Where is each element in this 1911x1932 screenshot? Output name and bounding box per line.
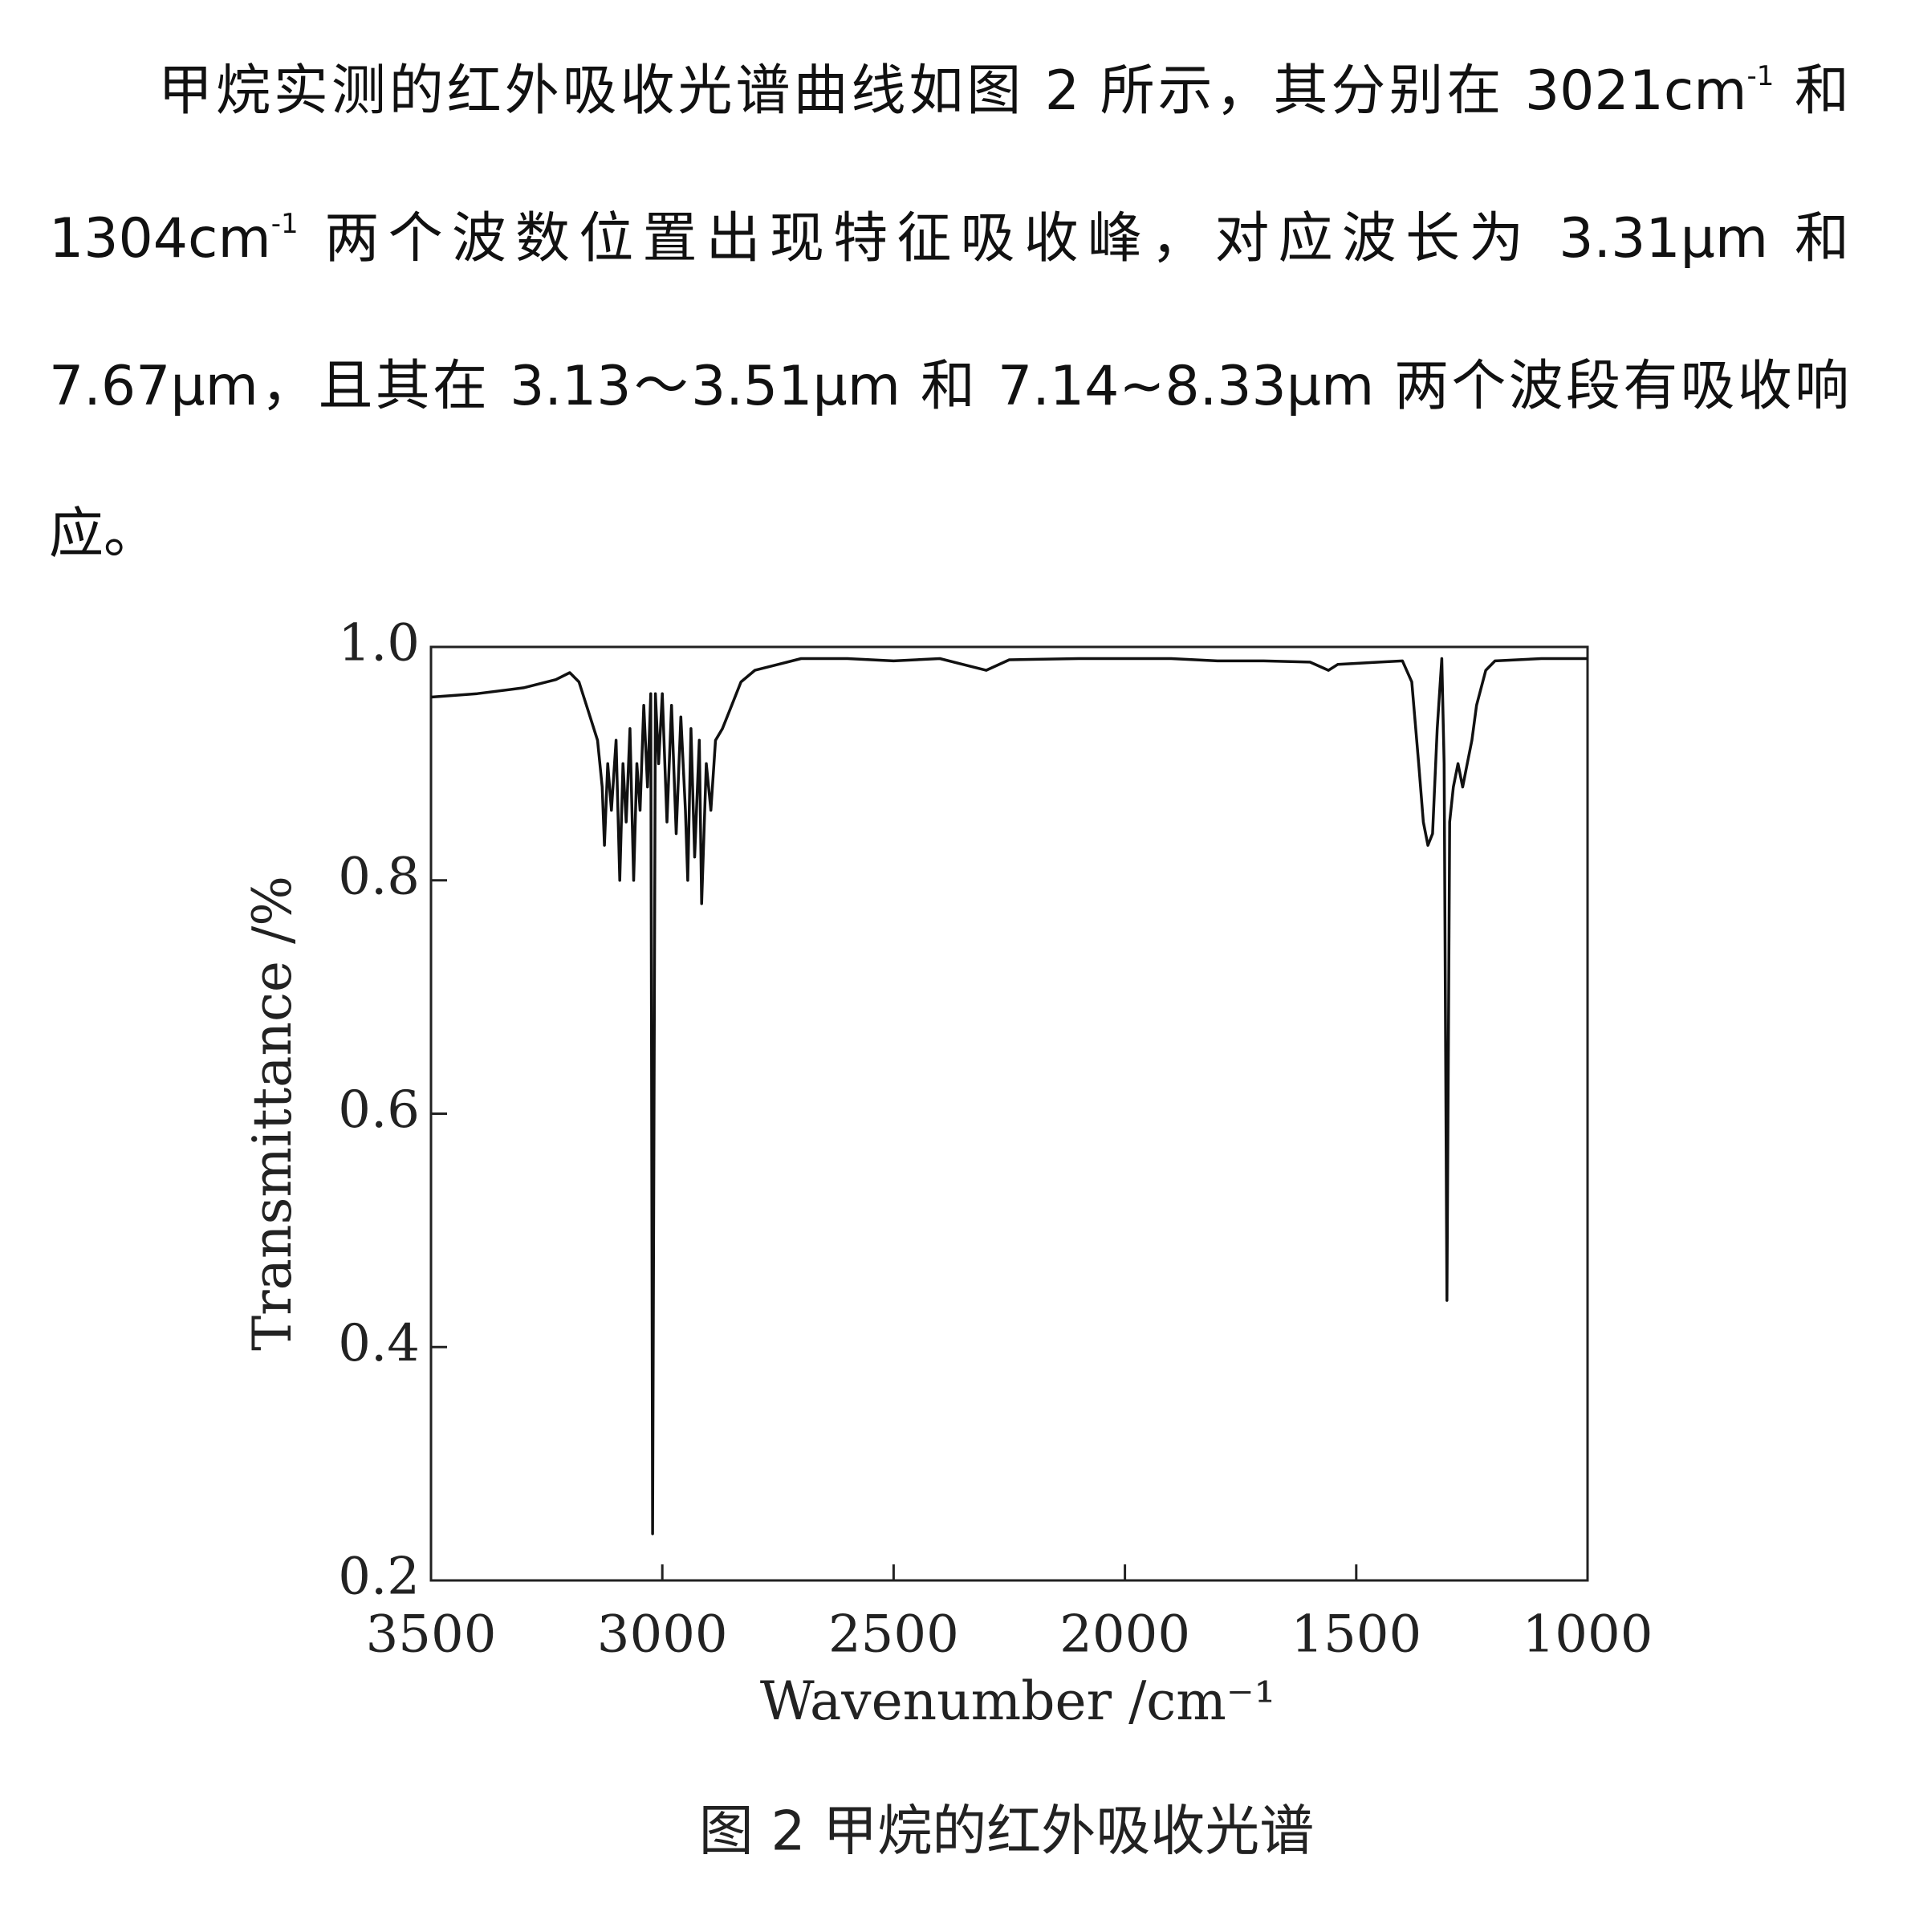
spectrum-line xyxy=(430,657,1588,1535)
y-tick-label: 0.8 xyxy=(338,847,420,906)
y-tick-label: 0.4 xyxy=(338,1314,420,1373)
plot-frame xyxy=(429,645,1589,1582)
x-tick-label: 1000 xyxy=(1523,1605,1653,1665)
x-tick-label: 3500 xyxy=(366,1605,497,1665)
paragraph: 甲烷实测的红外吸收光谱曲线如图 2 所示，其分别在 3021cm-1 和 130… xyxy=(49,18,1849,608)
y-tick-label: 0.2 xyxy=(338,1548,420,1607)
y-axis-label: Transmittance /% xyxy=(242,876,303,1351)
x-axis-label: Wavenumber /cm⁻¹ xyxy=(760,1670,1275,1732)
superscript: -1 xyxy=(270,208,299,240)
x-tick-label: 2500 xyxy=(828,1605,959,1665)
text: 甲烷实测的红外吸收光谱曲线如图 2 所示，其分别在 3021cm xyxy=(158,59,1747,123)
caption: 图 2 甲烷的红外吸收光谱 xyxy=(699,1800,1315,1864)
x-tick-label: 2000 xyxy=(1059,1605,1190,1665)
superscript: -1 xyxy=(1746,60,1775,92)
y-tick-label: 0.6 xyxy=(338,1080,420,1140)
x-tick-label: 3000 xyxy=(597,1605,728,1665)
text: 两个波数位置出现特征吸收峰，对应波长为 3.31μm 和 7.67μm，且其在 … xyxy=(49,207,1849,566)
text: 和 1304cm xyxy=(49,59,1849,270)
x-tick-label: 1500 xyxy=(1291,1605,1421,1665)
y-tick-label: 1.0 xyxy=(338,614,420,673)
